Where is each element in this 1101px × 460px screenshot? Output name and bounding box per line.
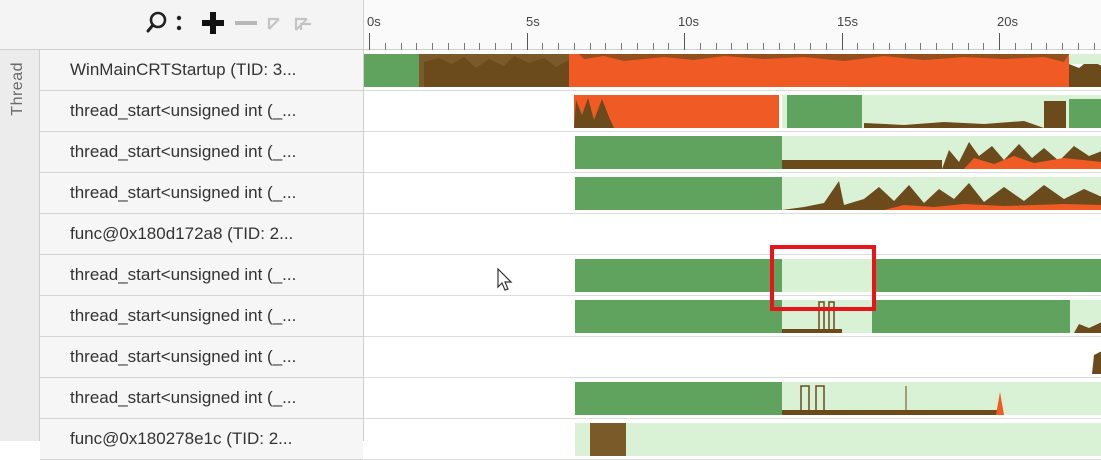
mouse-cursor-icon (497, 267, 513, 297)
thread-row[interactable]: func@0x180278e1c (TID: 2... (40, 419, 363, 460)
thread-label: thread_start<unsigned int (_... (70, 183, 297, 202)
thread-row[interactable]: thread_start<unsigned int (_... (40, 378, 363, 419)
thread-lane[interactable] (364, 255, 1101, 296)
minor-tick (1093, 43, 1095, 50)
thread-lane[interactable] (364, 50, 1101, 91)
thread-row[interactable]: WinMainCRTStartup (TID: 3... (40, 50, 363, 91)
thread-list: WinMainCRTStartup (TID: 3... thread_star… (40, 50, 363, 460)
major-tick (526, 33, 528, 50)
minor-tick (652, 43, 654, 50)
tick-label: 0s (367, 14, 381, 29)
thread-lane[interactable] (364, 91, 1101, 132)
minor-tick (936, 43, 937, 50)
minor-tick (967, 43, 969, 50)
thread-row[interactable]: thread_start<unsigned int (_... (40, 337, 363, 378)
zoom-out-icon[interactable] (232, 8, 260, 38)
thread-label: thread_start<unsigned int (_... (70, 388, 297, 407)
minor-tick (951, 43, 953, 50)
thread-lane[interactable] (364, 296, 1101, 337)
minor-tick (873, 43, 874, 50)
selection-highlight-box (770, 245, 876, 311)
minor-tick (636, 43, 638, 50)
thread-row[interactable]: thread_start<unsigned int (_... (40, 255, 363, 296)
minor-tick (510, 43, 512, 50)
major-tick (841, 33, 843, 50)
minor-tick (857, 43, 859, 50)
thread-label: thread_start<unsigned int (_... (70, 306, 297, 325)
thread-row[interactable]: func@0x180d172a8 (TID: 2... (40, 214, 363, 255)
thread-lane[interactable] (364, 214, 1101, 255)
tick-label: 5s (526, 14, 540, 29)
thread-list-pane: Thread WinMainCRTStartup (TID: 3... thre… (0, 0, 363, 460)
minor-tick (731, 43, 733, 50)
minor-tick (983, 43, 985, 50)
minor-tick (400, 43, 402, 50)
more-vertical-icon[interactable] (172, 8, 186, 38)
thread-lane[interactable] (364, 132, 1101, 173)
minor-tick (747, 43, 748, 50)
thread-group-header[interactable]: Thread (0, 50, 40, 441)
minor-tick (762, 43, 764, 50)
minor-tick (810, 43, 811, 50)
minor-tick (605, 43, 607, 50)
minor-tick (1062, 43, 1063, 50)
tick-label: 20s (997, 14, 1018, 29)
thread-label: WinMainCRTStartup (TID: 3... (70, 60, 297, 79)
thread-label: thread_start<unsigned int (_... (70, 265, 297, 284)
zoom-in-icon[interactable] (198, 8, 228, 38)
minor-tick (573, 43, 575, 50)
toolbar (0, 0, 363, 50)
minor-tick (715, 43, 717, 50)
minor-tick (589, 43, 591, 50)
thread-lane[interactable] (364, 378, 1101, 419)
minor-tick (778, 43, 780, 50)
minor-tick (920, 43, 922, 50)
minor-tick (904, 43, 906, 50)
thread-row[interactable]: thread_start<unsigned int (_... (40, 173, 363, 214)
timeline-area[interactable] (363, 50, 1101, 460)
minor-tick (542, 43, 544, 50)
thread-group-label: Thread (9, 62, 26, 116)
minor-tick (463, 43, 465, 50)
minor-tick (495, 43, 496, 50)
minor-tick (888, 43, 890, 50)
thread-row[interactable]: thread_start<unsigned int (_... (40, 296, 363, 337)
thread-label: func@0x180278e1c (TID: 2... (70, 429, 293, 448)
minor-tick (699, 43, 701, 50)
tick-label: 10s (678, 14, 699, 29)
thread-label: thread_start<unsigned int (_... (70, 347, 297, 366)
minor-tick (558, 43, 559, 50)
tick-label: 15s (837, 14, 858, 29)
thread-lane[interactable] (364, 419, 1101, 460)
minor-tick (668, 43, 670, 50)
thread-label: thread_start<unsigned int (_... (70, 142, 297, 161)
major-tick (369, 33, 370, 50)
collapse-icon[interactable] (262, 8, 288, 38)
search-icon[interactable] (142, 8, 172, 38)
minor-tick (825, 43, 827, 50)
minor-tick (621, 43, 622, 50)
thread-lane[interactable] (364, 173, 1101, 214)
minor-tick (479, 43, 481, 50)
time-ruler[interactable]: 0s 5s 10s 15s 20s (363, 0, 1101, 50)
thread-row[interactable]: thread_start<unsigned int (_... (40, 132, 363, 173)
thread-label: thread_start<unsigned int (_... (70, 101, 297, 120)
minor-tick (432, 43, 433, 50)
minor-tick (1030, 43, 1032, 50)
minor-tick (794, 43, 796, 50)
minor-tick (416, 43, 418, 50)
thread-lane[interactable] (364, 337, 1101, 378)
minor-tick (447, 43, 449, 50)
minor-tick (1046, 43, 1048, 50)
thread-row[interactable]: thread_start<unsigned int (_... (40, 91, 363, 132)
major-tick (999, 33, 1000, 50)
minor-tick (1077, 43, 1079, 50)
thread-label: func@0x180d172a8 (TID: 2... (70, 224, 294, 243)
major-tick (684, 33, 685, 50)
minor-tick (1014, 43, 1016, 50)
minor-tick (384, 43, 386, 50)
collapse-all-icon[interactable] (290, 8, 318, 38)
